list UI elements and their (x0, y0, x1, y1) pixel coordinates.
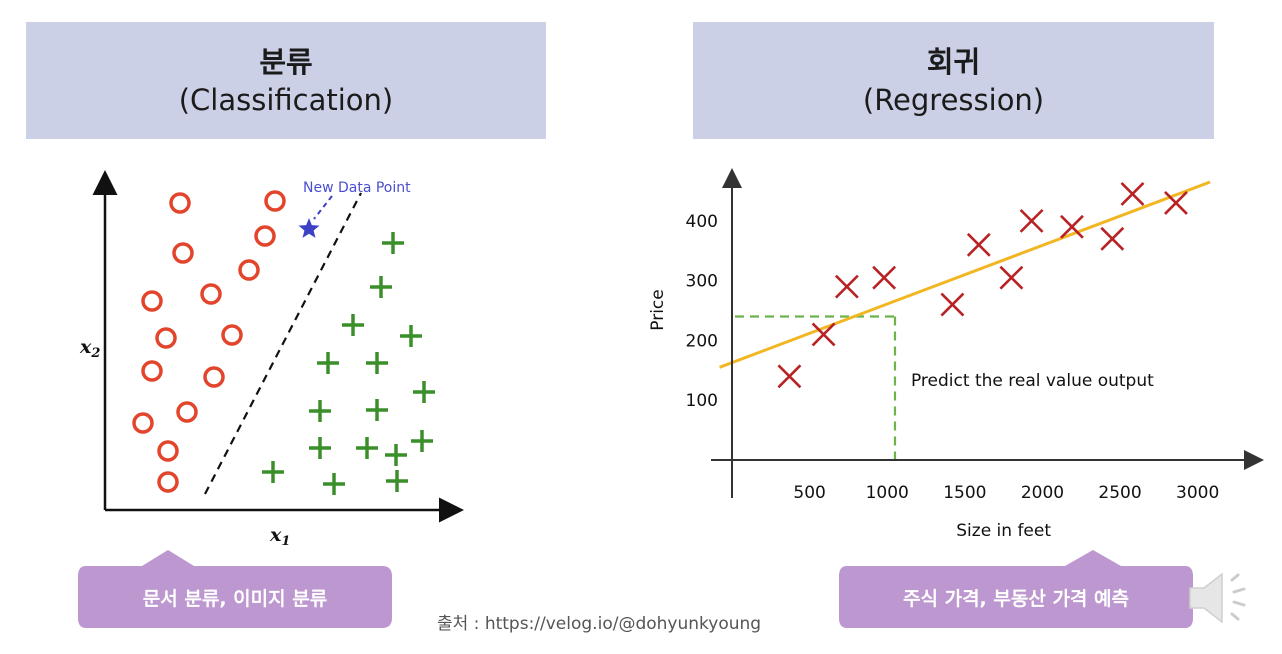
data-point (1120, 182, 1145, 206)
class-plus (309, 437, 331, 459)
classification-points (132, 190, 435, 495)
y-tick-label: 300 (686, 272, 718, 292)
x-axis-label: Size in feet (956, 521, 1051, 541)
tick-labels: 500 1000 1500 2000 2500 3000 100 200 300 400 (686, 212, 1220, 503)
class-plus (356, 437, 378, 459)
data-point (872, 265, 897, 290)
regression-caption: 주식 가격, 부동산 가격 예측 (903, 587, 1129, 610)
class-circle (200, 283, 222, 305)
class-circle (238, 259, 260, 281)
class-circle (132, 412, 154, 434)
new-data-point-star-icon (298, 218, 320, 238)
x1-axis-label: x1 (269, 524, 290, 549)
class-plus (386, 470, 408, 492)
regression-chart: 500 1000 1500 2000 2500 3000 100 200 300 400 Size… (648, 168, 1264, 541)
class-circle (141, 360, 163, 382)
data-point (1100, 226, 1125, 251)
decision-boundary (204, 192, 362, 495)
x-tick-label: 3000 (1176, 483, 1219, 503)
class-plus (309, 400, 331, 422)
class-plus (366, 399, 388, 421)
classification-title-en: (Classification) (178, 82, 394, 117)
class-plus (366, 352, 388, 374)
data-point (1019, 208, 1044, 233)
class-plus (317, 352, 339, 374)
data-point (1060, 214, 1084, 239)
class-plus (370, 276, 392, 298)
data-points (777, 182, 1188, 389)
class-circle (203, 366, 225, 388)
x2-axis-label: x2 (79, 336, 100, 361)
class-plus (413, 381, 435, 403)
y-tick-label: 400 (686, 212, 718, 232)
classification-callout-bubble (78, 550, 392, 628)
fit-line-group (719, 180, 1211, 369)
speaker-icon[interactable] (1186, 566, 1256, 630)
class-circle (169, 192, 191, 214)
data-point (999, 265, 1024, 290)
x-tick-label: 2000 (1021, 483, 1064, 503)
data-point (777, 364, 802, 389)
regression-header: 회귀 (Regression) (693, 22, 1214, 139)
class-plus (342, 314, 364, 336)
prediction-label: Predict the real value output (911, 371, 1154, 391)
source-credit: 출처 : https://velog.io/@dohyunkyoung (437, 614, 762, 634)
classification-diagram: New Data Point x1 x2 (79, 170, 464, 549)
regression-title-ko: 회귀 (926, 44, 981, 79)
fit-line (719, 180, 1211, 369)
class-plus (411, 430, 433, 452)
class-circle (141, 290, 163, 312)
class-circle (176, 401, 198, 423)
regression-callout-bubble (839, 550, 1193, 628)
x-tick-label: 1000 (866, 483, 909, 503)
data-point (940, 292, 965, 317)
regression-title-en: (Regression) (862, 82, 1045, 117)
class-plus (382, 232, 404, 254)
new-point-pointer (313, 195, 333, 220)
class-circle (172, 242, 194, 264)
class-circle (157, 471, 179, 493)
data-point (1164, 191, 1188, 215)
x-tick-label: 500 (793, 483, 825, 503)
classification-header: 분류 (Classification) (26, 22, 546, 139)
class-circle (264, 190, 286, 212)
classification-caption: 문서 분류, 이미지 분류 (142, 587, 328, 610)
prediction-guides (735, 315, 897, 460)
class-circle (157, 440, 179, 462)
class-circle (254, 225, 276, 247)
x-tick-label: 1500 (943, 483, 986, 503)
class-plus (400, 325, 422, 347)
y-tick-label: 100 (686, 391, 718, 411)
class-circle (221, 324, 243, 346)
classification-title-ko: 분류 (259, 44, 313, 79)
class-plus (385, 444, 407, 466)
class-plus (323, 473, 345, 495)
class-plus (262, 461, 284, 483)
x-tick-label: 2500 (1098, 483, 1141, 503)
y-tick-label: 200 (686, 331, 718, 351)
data-point (966, 232, 991, 257)
data-point (834, 274, 859, 299)
data-point (811, 322, 836, 347)
new-data-point-label: New Data Point (303, 180, 411, 196)
y-axis-label: Price (648, 289, 668, 330)
class-circle (155, 327, 177, 349)
